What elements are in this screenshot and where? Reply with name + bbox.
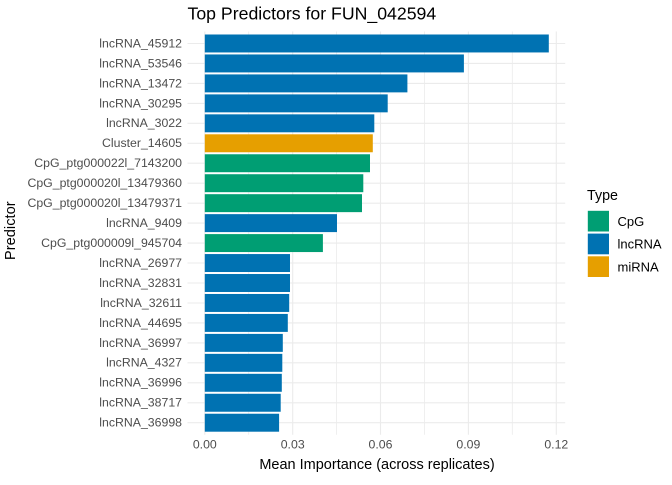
svg-text:0.09: 0.09 — [456, 438, 480, 452]
svg-text:lncRNA_26977: lncRNA_26977 — [99, 256, 182, 270]
svg-text:lncRNA_36997: lncRNA_36997 — [99, 336, 182, 350]
svg-text:lncRNA_13472: lncRNA_13472 — [99, 76, 182, 90]
svg-text:Cluster_14605: Cluster_14605 — [102, 136, 182, 150]
svg-text:Top Predictors for FUN_042594: Top Predictors for FUN_042594 — [188, 4, 437, 25]
svg-text:lncRNA_3022: lncRNA_3022 — [106, 116, 182, 130]
svg-text:lncRNA_44695: lncRNA_44695 — [99, 316, 182, 330]
svg-text:0.12: 0.12 — [544, 438, 568, 452]
svg-text:0.00: 0.00 — [193, 438, 217, 452]
svg-text:lncRNA_9409: lncRNA_9409 — [106, 216, 182, 230]
svg-text:lncRNA_36996: lncRNA_36996 — [99, 376, 182, 390]
svg-text:lncRNA_32831: lncRNA_32831 — [99, 276, 182, 290]
svg-text:0.03: 0.03 — [281, 438, 305, 452]
svg-text:Mean Importance (across replic: Mean Importance (across replicates) — [259, 457, 494, 473]
svg-text:lncRNA_32611: lncRNA_32611 — [100, 296, 182, 310]
svg-text:CpG_ptg000020l_13479371: CpG_ptg000020l_13479371 — [27, 196, 182, 210]
svg-text:lncRNA_36998: lncRNA_36998 — [99, 416, 182, 430]
svg-text:CpG_ptg000022l_7143200: CpG_ptg000022l_7143200 — [34, 156, 182, 170]
svg-text:lncRNA_45912: lncRNA_45912 — [99, 36, 182, 50]
svg-text:lncRNA_38717: lncRNA_38717 — [99, 396, 182, 410]
svg-text:Predictor: Predictor — [3, 201, 19, 260]
svg-text:CpG_ptg000009l_945704: CpG_ptg000009l_945704 — [41, 236, 182, 250]
svg-text:lncRNA_53546: lncRNA_53546 — [99, 56, 182, 70]
svg-text:CpG_ptg000020l_13479360: CpG_ptg000020l_13479360 — [27, 176, 182, 190]
svg-text:lncRNA_30295: lncRNA_30295 — [99, 96, 182, 110]
svg-text:lncRNA: lncRNA — [618, 237, 662, 252]
svg-text:lncRNA_4327: lncRNA_4327 — [106, 356, 182, 370]
svg-text:Type: Type — [587, 188, 618, 204]
svg-text:CpG: CpG — [618, 214, 645, 229]
svg-text:miRNA: miRNA — [618, 259, 659, 274]
svg-text:0.06: 0.06 — [369, 438, 393, 452]
